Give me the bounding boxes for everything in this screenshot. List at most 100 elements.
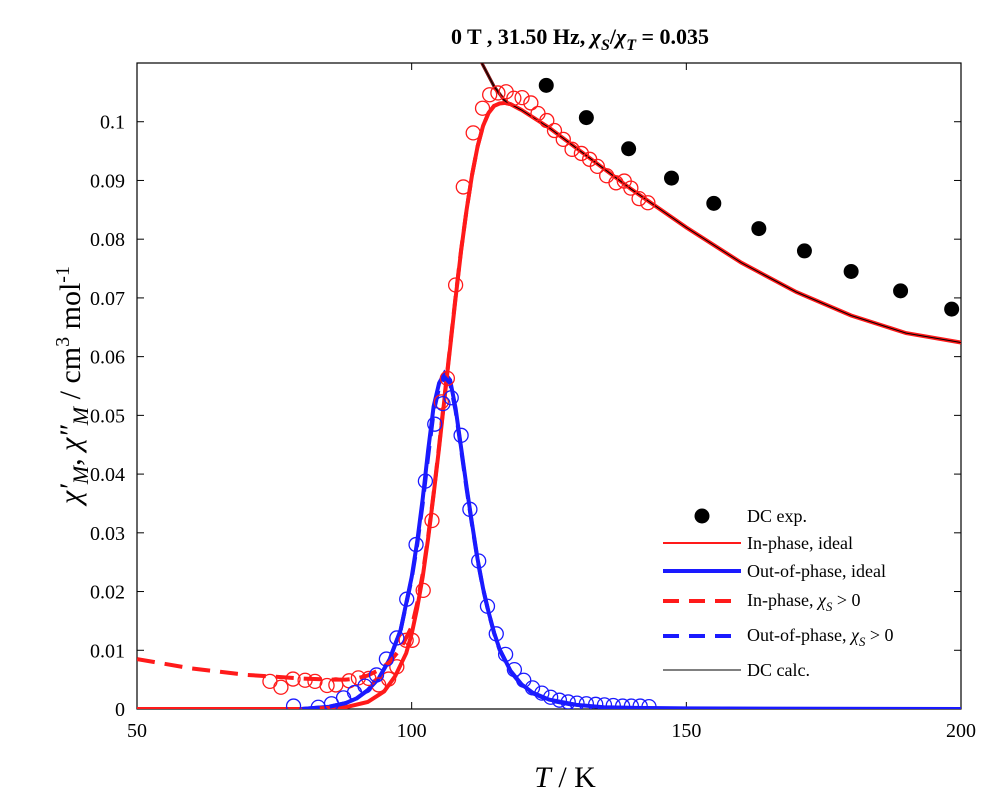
point-dc-exp	[796, 243, 812, 259]
chart-title-chi: χ	[588, 24, 602, 49]
x-tick-label: 100	[397, 720, 427, 742]
point-in-phase-exp	[482, 87, 498, 103]
legend-label-in-ideal: In-phase, ideal	[747, 533, 853, 553]
x-axis-label: T / K	[534, 761, 596, 794]
y-axis-label-mol: mol	[54, 283, 87, 337]
legend-label-in-chis: In-phase, χS > 0	[747, 590, 861, 614]
legend: DC exp. In-phase, ideal Out-of-phase, id…	[663, 506, 894, 680]
chart-title-prefix: 0 T , 31.50 Hz,	[451, 24, 591, 49]
point-in-phase-exp	[490, 85, 506, 101]
series-in-phase-chis	[137, 100, 523, 682]
chart-title-sub-s: S	[601, 37, 610, 54]
y-axis-label-neg1: -1	[52, 266, 74, 283]
chart-title: 0 T , 31.50 Hz, χS/χT = 0.035	[451, 24, 709, 54]
point-in-phase-exp	[389, 659, 405, 675]
point-in-phase-exp	[523, 95, 539, 111]
y-tick-label: 0.06	[90, 347, 125, 369]
point-out-phase-exp	[408, 536, 424, 553]
point-in-phase-exp	[285, 671, 301, 687]
point-out-phase-exp	[479, 598, 496, 614]
y-tick-label: 0.09	[90, 170, 125, 192]
point-in-phase-exp	[433, 394, 449, 410]
x-tick-label: 150	[671, 720, 701, 742]
series-dc-calc	[481, 63, 961, 343]
point-out-phase-exp	[596, 697, 613, 709]
point-in-phase-exp	[555, 131, 571, 147]
point-out-phase-exp	[560, 694, 576, 709]
point-in-phase-exp	[398, 632, 414, 648]
point-out-phase-exp	[417, 473, 434, 489]
point-out-phase-exp	[497, 646, 514, 663]
point-dc-exp	[944, 301, 960, 317]
point-in-phase-exp	[608, 175, 624, 191]
point-in-phase-exp	[474, 100, 491, 116]
point-out-phase-exp	[443, 390, 459, 406]
y-tick-label: 0.1	[100, 112, 125, 134]
point-in-phase-exp	[640, 195, 656, 211]
point-in-phase-exp	[439, 370, 456, 387]
point-in-phase-exp	[631, 191, 647, 207]
point-out-phase-exp	[453, 427, 469, 443]
x-tick-label: 200	[946, 720, 976, 742]
legend-label-out-chis-chi: χ	[849, 625, 860, 645]
point-in-phase-exp	[297, 672, 313, 688]
y-axis-label-sep: ,	[54, 451, 87, 466]
point-out-phase-exp	[614, 698, 631, 709]
point-out-phase-exp	[632, 698, 648, 709]
point-in-phase-exp	[539, 112, 555, 129]
point-out-phase-exp	[641, 699, 657, 709]
point-out-phase-exp	[488, 626, 504, 642]
point-out-phase-exp	[605, 697, 621, 709]
point-dc-exp	[751, 221, 767, 237]
legend-label-out-chis-sub: S	[859, 634, 866, 649]
y-axis-label-cube: 3	[52, 337, 74, 347]
point-out-phase-exp	[551, 692, 568, 708]
y-tick-label: 0.07	[90, 288, 125, 310]
y-axis-label-sub1: M	[68, 464, 93, 485]
plot-area	[137, 63, 961, 709]
y-tick-label: 0.04	[90, 464, 125, 486]
series-out-phase-chis	[301, 373, 577, 709]
point-out-phase-exp	[588, 696, 604, 709]
point-in-phase-exp	[589, 158, 605, 175]
point-out-phase-exp	[471, 553, 487, 569]
series-in-phase-ideal-thick	[137, 100, 961, 709]
point-in-phase-exp	[546, 122, 563, 139]
point-dc-exp	[621, 141, 637, 157]
point-dc-exp	[843, 263, 859, 279]
series-in-phase-ideal	[137, 101, 961, 709]
point-out-phase-exp	[378, 651, 395, 667]
point-out-phase-exp	[285, 698, 302, 709]
legend-label-in-chis-sub: S	[826, 599, 833, 614]
y-tick-label: 0.03	[90, 523, 125, 545]
y-tick-label: 0.05	[90, 405, 125, 427]
x-axis-label-unit: / K	[551, 761, 596, 794]
point-in-phase-exp	[623, 180, 639, 196]
point-out-phase-exp	[542, 689, 559, 705]
point-dc-exp	[664, 170, 680, 186]
legend-label-in-chis-gt: > 0	[832, 590, 860, 610]
y-tick-label: 0.08	[90, 229, 125, 251]
y-axis-label-chi2: χ″	[54, 425, 87, 454]
point-out-phase-exp	[462, 501, 478, 517]
legend-label-out-ideal: Out-of-phase, ideal	[747, 561, 886, 581]
point-in-phase-exp	[465, 125, 481, 141]
point-in-phase-exp	[424, 512, 440, 529]
plot-frame	[136, 62, 962, 710]
point-dc-exp	[706, 195, 722, 211]
point-in-phase-exp	[262, 673, 278, 690]
legend-label-out-chis: Out-of-phase, χS > 0	[747, 625, 894, 649]
point-out-phase-exp	[516, 672, 532, 688]
point-out-phase-exp	[534, 685, 550, 701]
x-axis-label-symbol: T	[534, 761, 553, 794]
point-out-phase-exp	[506, 662, 523, 678]
point-out-phase-exp	[623, 698, 640, 709]
point-in-phase-exp	[514, 89, 530, 106]
point-in-phase-exp	[573, 145, 590, 162]
point-in-phase-exp	[404, 632, 420, 648]
point-dc-exp	[538, 77, 554, 93]
x-tick-label: 50	[127, 720, 147, 742]
point-dc-exp	[578, 110, 594, 126]
y-axis-label-chi1: χ′	[54, 484, 87, 507]
